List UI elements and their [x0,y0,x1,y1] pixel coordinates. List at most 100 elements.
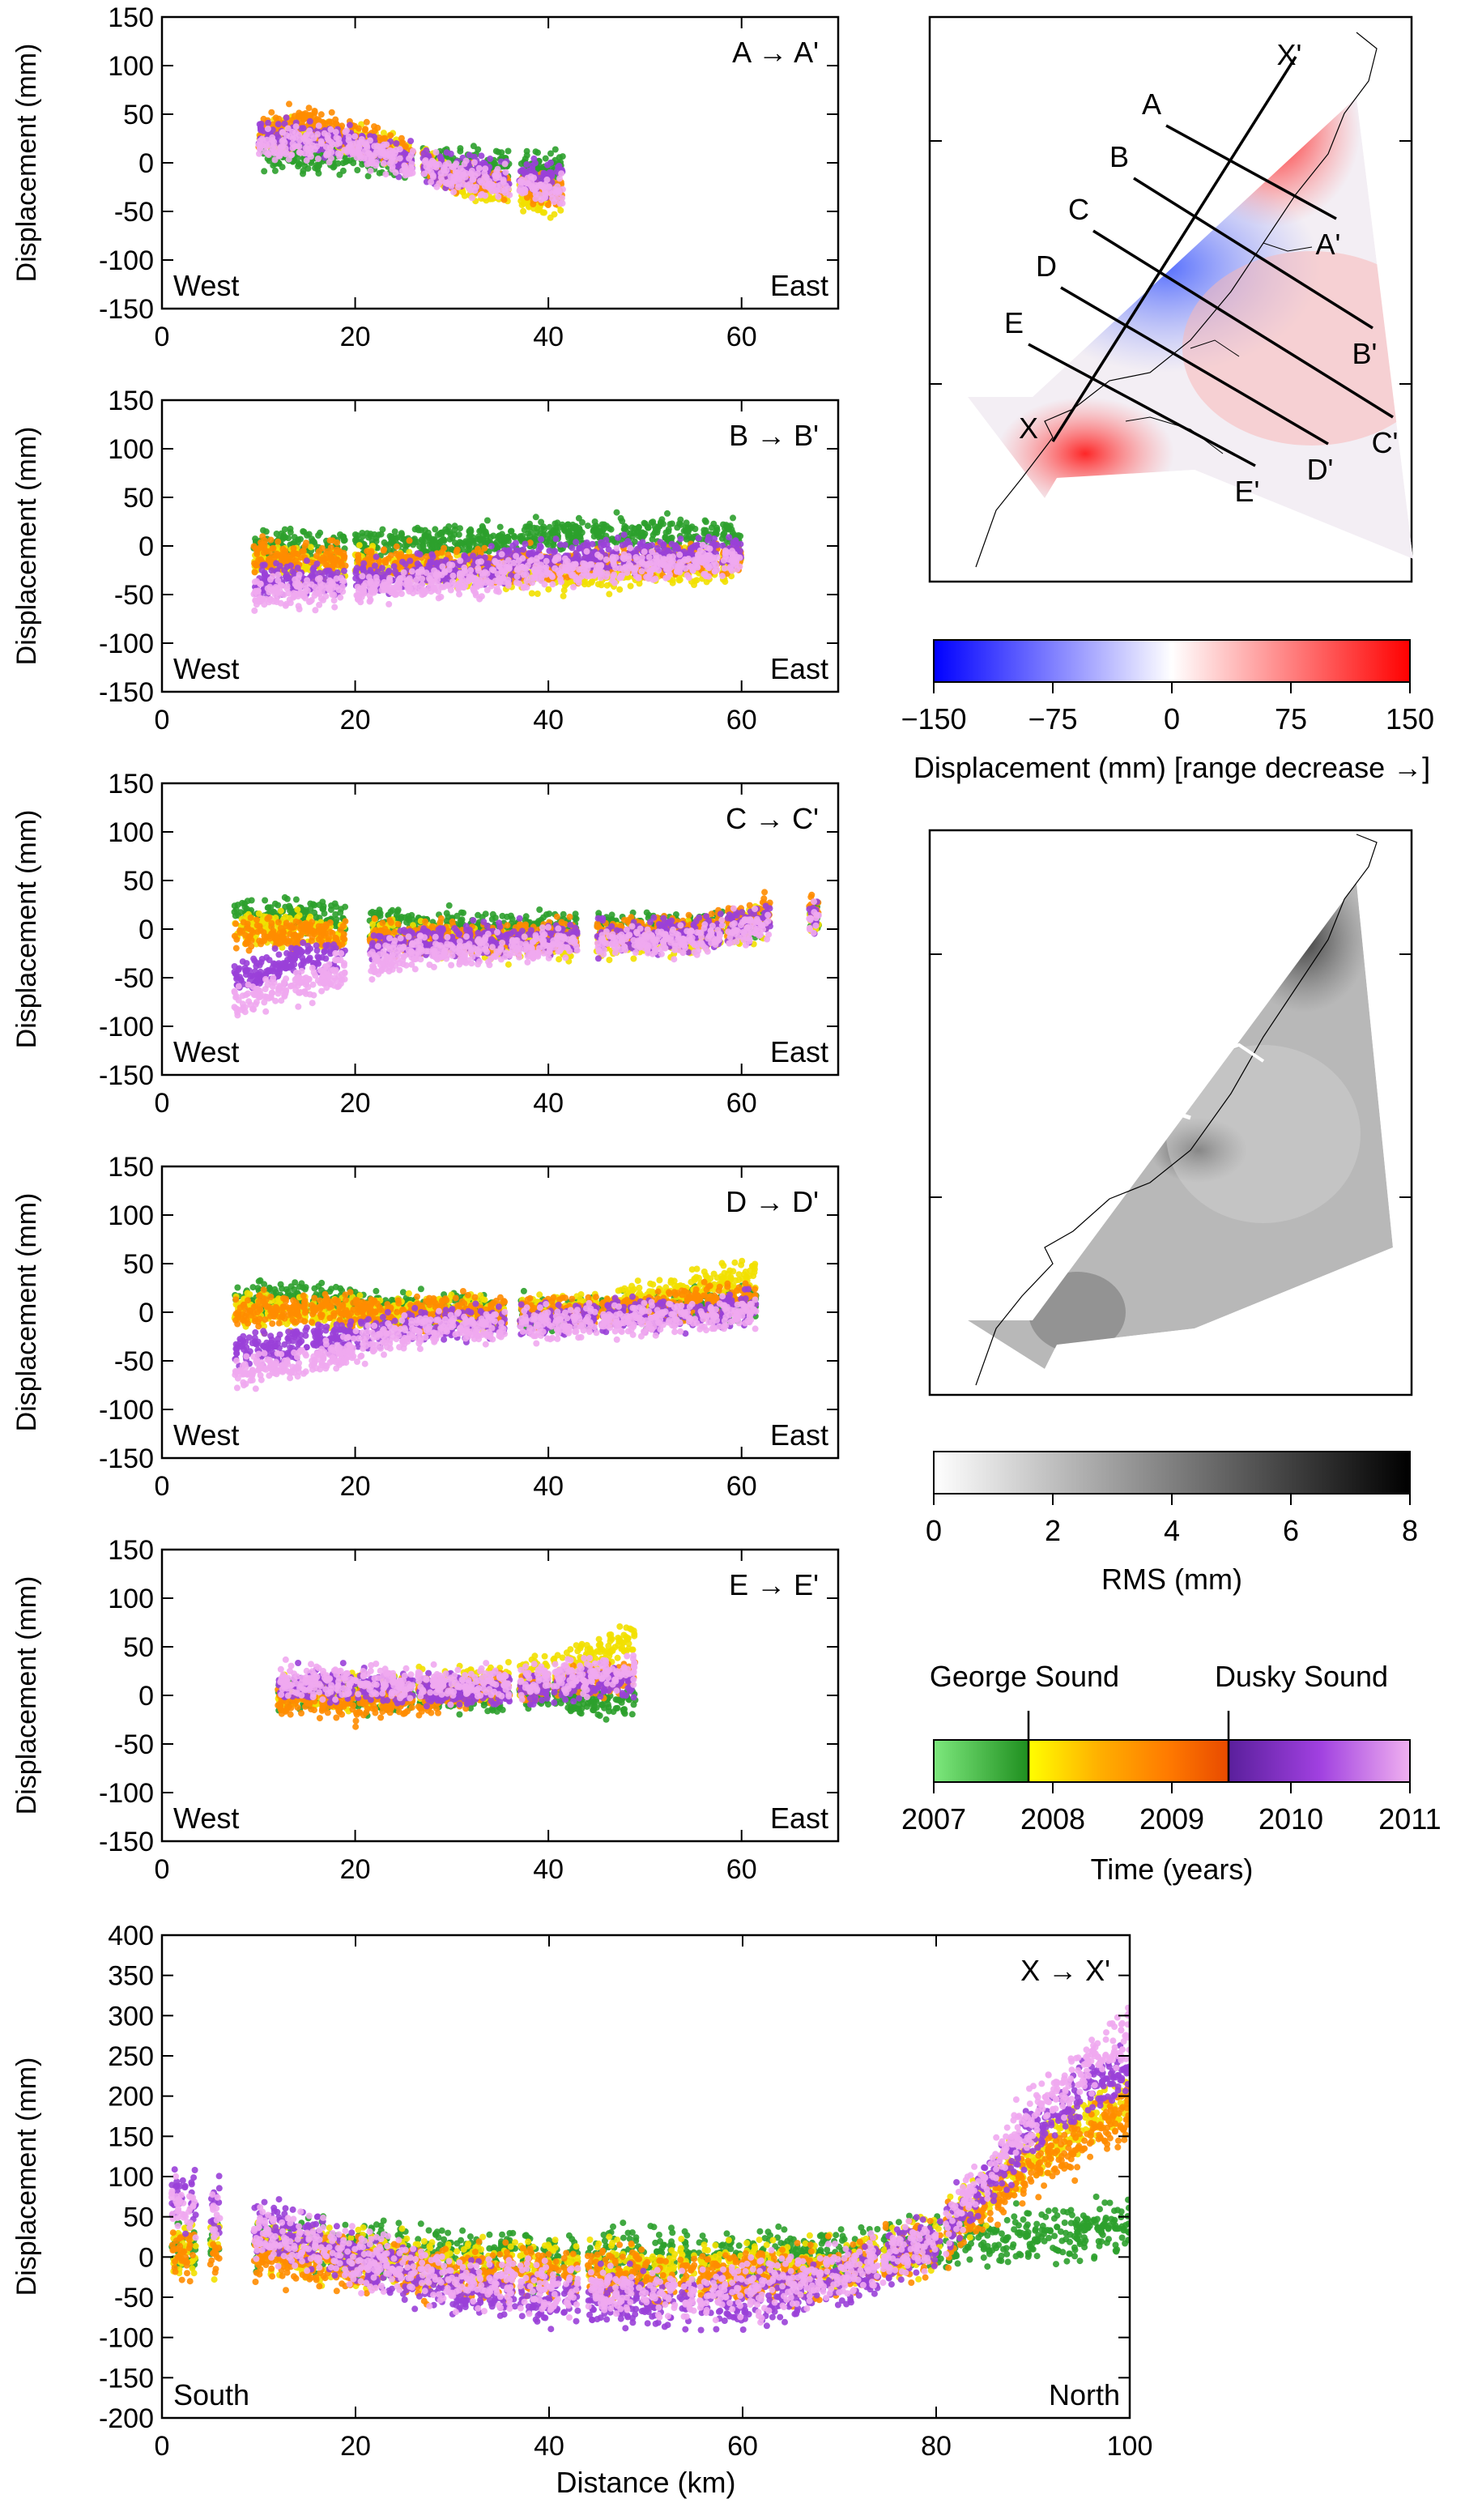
data-point [621,522,628,530]
data-point [465,547,471,553]
data-point [322,561,330,568]
data-point [343,157,351,164]
data-point [584,522,591,530]
data-point [577,535,584,543]
data-point [526,523,533,531]
data-point [296,606,303,612]
data-point [380,160,387,167]
data-point [287,562,294,569]
data-point [559,185,566,193]
data-point [527,173,534,180]
data-point [565,535,573,541]
data-point [451,526,458,533]
data-point [471,159,478,166]
data-point [271,167,279,174]
data-point [641,544,649,550]
data-point [265,119,272,126]
data-point [332,120,339,127]
data-point [336,171,343,178]
data-point [468,194,475,202]
data-point [289,144,296,151]
data-point [481,174,488,181]
data-point [731,531,739,539]
data-point [494,544,501,552]
data-point [422,527,428,534]
data-point [354,167,361,173]
data-point [645,524,652,531]
data-point [402,166,410,173]
data-point [261,168,268,175]
data-point [433,561,440,568]
data-point [548,171,556,178]
data-point [446,528,453,535]
data-point [517,535,524,542]
data-point [560,523,568,531]
data-point [253,597,260,604]
data-point [264,585,271,592]
data-point [419,543,427,550]
data-point [393,550,400,557]
data-point [315,170,322,177]
data-point [409,147,416,155]
data-point [315,586,322,594]
data-point [252,535,259,543]
data-point [660,541,667,548]
data-point [297,535,304,543]
data-point [615,534,621,541]
data-point [339,533,346,540]
data-point [475,146,482,153]
data-point [669,579,676,586]
data-point [498,149,505,156]
data-point [279,545,287,552]
series-2011 [255,122,566,207]
data-point [470,552,477,560]
x-tick-label: 40 [533,322,564,352]
data-point [725,524,732,531]
data-point [431,163,437,170]
data-point [352,569,360,577]
data-point [520,546,527,553]
data-point [253,549,261,556]
data-point [423,147,430,154]
data-point [447,150,454,157]
data-point [556,175,563,182]
data-point [317,111,325,118]
data-point [356,542,363,549]
data-point [292,123,300,130]
data-point [367,167,374,174]
data-point [356,125,362,132]
data-point [500,196,508,203]
data-point [273,531,280,537]
data-point [428,551,436,558]
right-direction-label: East [770,269,828,302]
data-point [251,578,258,586]
data-point [453,160,460,168]
data-point [543,539,550,546]
data-point [522,540,529,548]
data-point [421,532,428,539]
data-point [531,160,539,167]
data-point [598,582,605,589]
data-point [414,561,421,567]
data-point [616,586,624,593]
data-point [334,539,341,546]
data-point [581,581,588,588]
data-point [327,118,334,126]
y-tick-label: -150 [99,294,154,325]
data-point [677,521,684,528]
data-point [451,531,458,538]
data-point [688,544,696,552]
data-point [264,126,271,133]
data-point [677,516,684,523]
data-point [383,141,390,148]
data-point [560,586,568,594]
data-point [603,522,611,530]
data-point [475,170,481,177]
data-point [339,562,346,569]
data-point [279,582,285,589]
y-tick-label: 0 [138,148,154,179]
data-point [379,526,386,533]
data-point [545,586,552,593]
data-point [428,178,435,185]
data-point [500,541,508,548]
